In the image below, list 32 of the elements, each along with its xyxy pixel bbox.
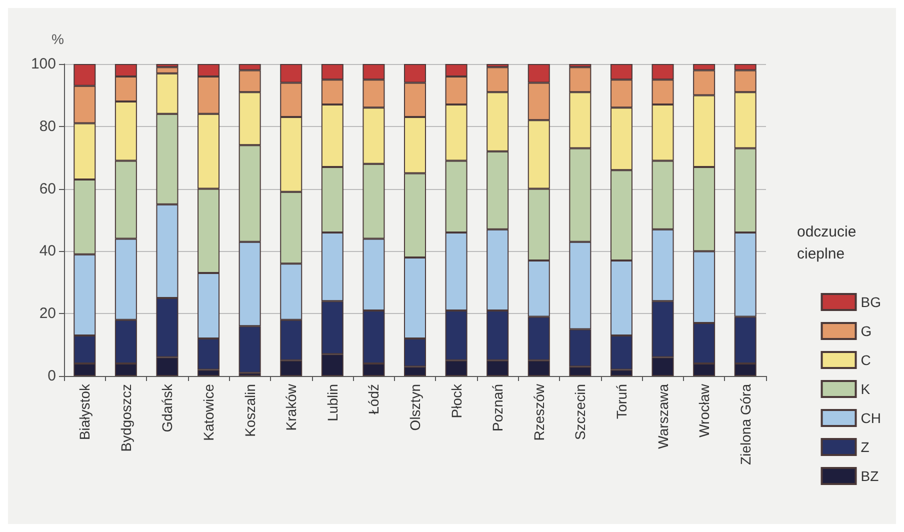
y-tick-label: 0 xyxy=(48,368,56,384)
x-tick-label: Olsztyn xyxy=(407,384,423,431)
x-tick-label: Koszalin xyxy=(242,384,258,437)
legend-label: CH xyxy=(860,410,882,426)
legend-label: K xyxy=(860,381,871,397)
x-tick-label: Białystok xyxy=(76,383,93,440)
x-tick-label: Gdańsk xyxy=(159,383,176,432)
x-tick-label: Bydgoszcz xyxy=(118,384,134,452)
x-tick-label: Katowice xyxy=(200,384,217,441)
x-tick-label: Warszawa xyxy=(654,384,671,449)
legend-label: BG xyxy=(860,294,882,310)
legend-label: Z xyxy=(860,439,870,455)
x-tick-label: Płock xyxy=(448,383,464,418)
x-tick-label: Wrocław xyxy=(696,383,712,438)
y-tick-label: 20 xyxy=(39,305,56,322)
legend-label: C xyxy=(860,352,871,368)
y-tick-label: 80 xyxy=(39,118,56,135)
y-tick-label: 100 xyxy=(30,56,56,72)
y-axis-title: % xyxy=(52,31,64,47)
x-tick-label: Kraków xyxy=(283,383,300,431)
legend-label: G xyxy=(860,323,872,339)
x-tick-label: Poznań xyxy=(490,384,506,432)
x-tick-label: Toruń xyxy=(613,384,630,420)
x-tick-label: Zielona Góra xyxy=(737,384,754,465)
legend-title: odczucie cieplne xyxy=(797,224,860,262)
x-tick-label: Rzeszów xyxy=(530,383,547,441)
x-tick-label: Szczecin xyxy=(572,384,588,440)
x-tick-label: Lublin xyxy=(324,384,340,422)
x-tick-label: Łódź xyxy=(366,384,382,414)
y-tick-label: 40 xyxy=(39,242,56,260)
y-tick-label: 60 xyxy=(39,180,56,198)
legend-label: BZ xyxy=(860,468,880,484)
